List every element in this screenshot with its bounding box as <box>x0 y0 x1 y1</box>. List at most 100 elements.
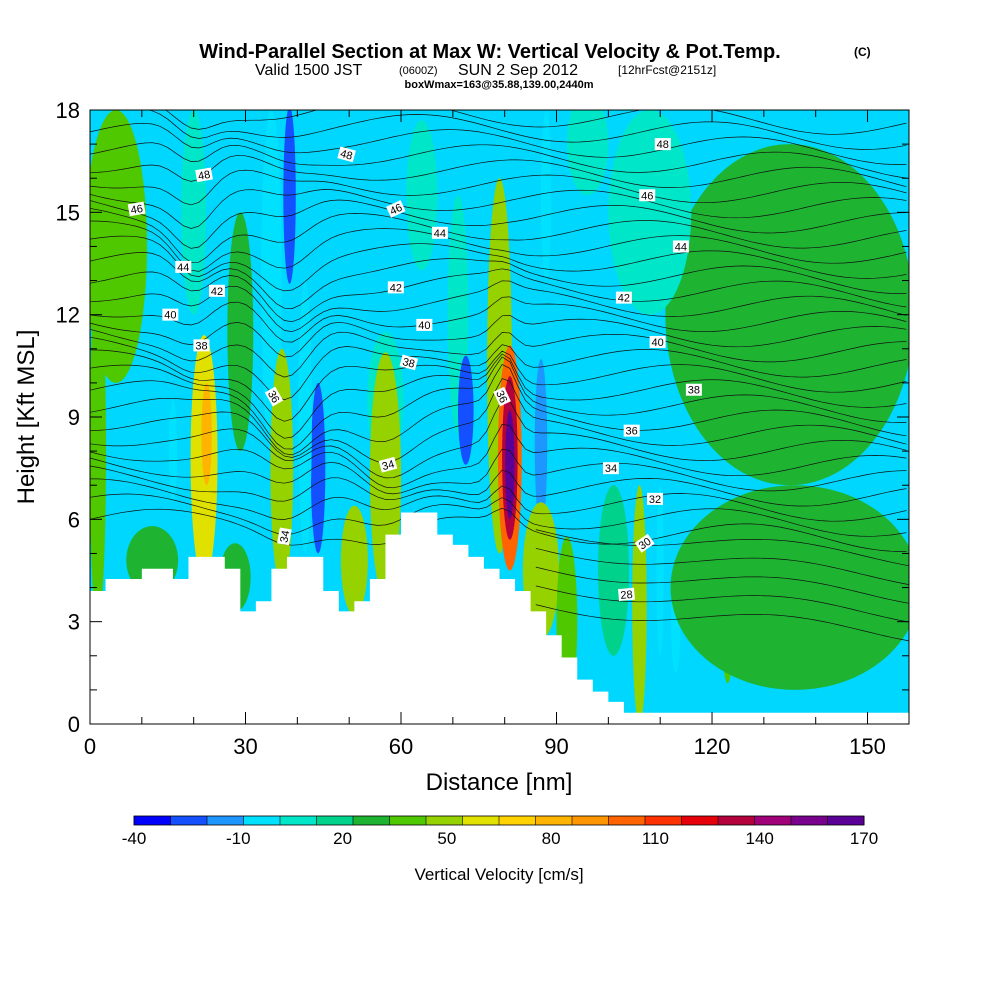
utc-time: (0600Z) <box>399 65 438 77</box>
forecast-info: [12hrFcst@2151z] <box>618 63 716 77</box>
isentrope-16 <box>90 280 907 333</box>
colorbar-swatch-18 <box>791 816 828 825</box>
contour-label-12: 40 <box>416 318 433 332</box>
isentrope-13 <box>90 328 907 378</box>
svg-text:32: 32 <box>649 494 661 506</box>
svg-text:48: 48 <box>657 139 669 151</box>
isentrope-low-4 <box>535 529 909 567</box>
w-region-26 <box>656 485 664 656</box>
contour-label-7: 34 <box>277 527 292 546</box>
y-tick-label: 12 <box>56 303 80 328</box>
x-tick-label: 30 <box>233 734 257 759</box>
isentrope-15 <box>90 296 907 343</box>
contour-label-20: 40 <box>649 335 666 349</box>
svg-text:34: 34 <box>381 458 396 473</box>
colorbar-title: Vertical Velocity [cm/s] <box>414 865 583 884</box>
colorbar-swatch-17 <box>754 816 792 825</box>
svg-text:44: 44 <box>675 241 687 253</box>
isentrope-8 <box>90 363 907 456</box>
contour-label-3: 42 <box>208 284 225 298</box>
isentrope-28 <box>90 110 907 150</box>
w-region-3 <box>227 212 254 452</box>
colorbar-swatch-7 <box>389 816 427 825</box>
svg-text:38: 38 <box>401 356 416 371</box>
isentrope-low-0 <box>535 604 909 642</box>
isentrope-10 <box>90 353 907 439</box>
y-tick-label: 9 <box>68 405 80 430</box>
isentrope-25 <box>90 154 907 188</box>
colorbar-swatch-10 <box>499 816 536 825</box>
isentrope-4 <box>90 448 907 495</box>
contour-label-6: 36 <box>264 386 284 407</box>
contour-label-11: 42 <box>387 281 404 294</box>
svg-text:46: 46 <box>641 190 653 202</box>
colorbar-swatch-9 <box>462 816 500 825</box>
contour-label-19: 42 <box>615 291 632 305</box>
w-region-21 <box>534 359 548 530</box>
box-wmax: boxWmax=163@35.88,139.00,2440m <box>405 79 594 91</box>
isentrope-5 <box>90 424 907 489</box>
svg-text:40: 40 <box>418 320 430 332</box>
isentrope-26 <box>90 142 907 179</box>
w-region-14 <box>201 382 212 486</box>
isentrope-12 <box>90 336 907 401</box>
svg-text:28: 28 <box>620 589 633 602</box>
colorbar-swatch-4 <box>280 816 317 825</box>
isentrope-low-2 <box>535 566 909 604</box>
svg-text:48: 48 <box>197 169 211 183</box>
colorbar-tick-label: -40 <box>122 829 147 848</box>
contour-label-23: 34 <box>602 462 619 475</box>
chart-title: Wind-Parallel Section at Max W: Vertical… <box>199 41 780 63</box>
w-region-8 <box>310 382 326 554</box>
x-tick-label: 150 <box>849 734 886 759</box>
terrain <box>90 512 909 724</box>
contour-label-15: 36 <box>493 386 511 407</box>
w-region-31 <box>665 144 909 486</box>
svg-text:36: 36 <box>626 426 638 438</box>
isentrope-29 <box>164 110 907 135</box>
isentrope-lines <box>90 110 909 642</box>
svg-text:40: 40 <box>651 337 663 349</box>
isentrope-2 <box>90 478 907 522</box>
colorbar-swatch-11 <box>535 816 573 825</box>
colorbar-swatch-6 <box>353 816 390 825</box>
colorbar-swatch-13 <box>608 816 646 825</box>
svg-text:38: 38 <box>688 385 700 397</box>
w-region-1 <box>283 110 296 284</box>
w-region-11 <box>340 505 368 615</box>
x-tick-label: 0 <box>84 734 96 759</box>
colorbar-swatch-5 <box>316 816 354 825</box>
w-region-16 <box>458 355 474 465</box>
svg-text:40: 40 <box>164 310 176 322</box>
svg-text:30: 30 <box>637 536 654 553</box>
contour-label-16: 48 <box>654 138 671 151</box>
contour-label-25: 30 <box>634 533 655 553</box>
svg-text:46: 46 <box>130 203 144 217</box>
colorbar: -40 -10 20 50 80 110 140 170 <box>122 815 878 848</box>
isentrope-14 <box>90 314 907 358</box>
w-region-33 <box>608 110 692 315</box>
colorbar-swatch-3 <box>243 816 281 825</box>
plot-area <box>90 110 909 724</box>
colorbar-swatch-2 <box>207 816 244 825</box>
colorbar-tick-label: 140 <box>746 829 774 848</box>
svg-text:34: 34 <box>605 463 617 475</box>
x-tick-label: 60 <box>389 734 413 759</box>
contour-label-14: 34 <box>378 456 398 473</box>
isentrope-18 <box>90 252 907 309</box>
w-region-32 <box>670 485 909 690</box>
isentrope-7 <box>90 378 907 464</box>
valid-time: Valid 1500 JST <box>255 62 363 79</box>
colorbar-swatch-15 <box>681 816 719 825</box>
svg-text:36: 36 <box>493 389 509 405</box>
contour-label-0: 48 <box>195 167 213 183</box>
isentrope-3 <box>90 465 907 507</box>
colorbar-tick-label: 20 <box>333 829 352 848</box>
isentrope-low-3 <box>535 547 909 585</box>
contour-label-5: 38 <box>193 339 210 352</box>
y-tick-label: 3 <box>68 610 80 635</box>
copyright-mark: (C) <box>854 45 871 59</box>
colorbar-swatch-0 <box>134 816 171 825</box>
y-tick-label: 18 <box>56 98 80 123</box>
